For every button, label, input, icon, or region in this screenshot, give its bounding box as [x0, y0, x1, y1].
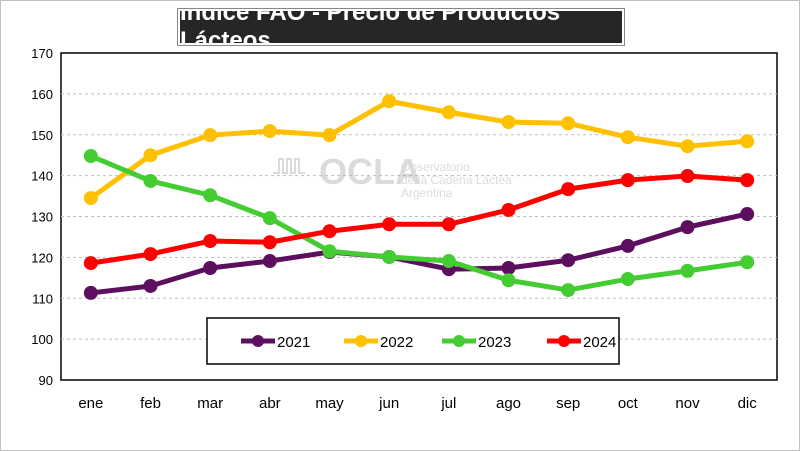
- data-point: [561, 283, 576, 298]
- data-point: [561, 253, 576, 268]
- data-point: [322, 244, 337, 259]
- legend-marker: [355, 335, 367, 347]
- legend-marker: [252, 335, 264, 347]
- data-point: [203, 188, 218, 203]
- data-point: [203, 128, 218, 143]
- data-point: [501, 202, 516, 217]
- data-point: [680, 220, 695, 235]
- watermark-line3: Argentina: [401, 186, 453, 200]
- legend-marker: [558, 335, 570, 347]
- y-tick-label: 100: [31, 332, 53, 347]
- data-point: [83, 285, 98, 300]
- data-point: [203, 261, 218, 276]
- data-point: [680, 169, 695, 184]
- y-tick-label: 150: [31, 128, 53, 143]
- x-tick-label: abr: [259, 395, 281, 412]
- legend-label: 2022: [380, 334, 413, 351]
- data-point: [382, 94, 397, 109]
- y-tick-label: 90: [39, 373, 53, 388]
- data-point: [561, 116, 576, 131]
- data-point: [561, 182, 576, 197]
- data-point: [501, 115, 516, 130]
- watermark-brand: OCLA: [319, 151, 421, 192]
- data-point: [143, 148, 158, 163]
- y-tick-label: 170: [31, 46, 53, 61]
- legend-label: 2023: [478, 334, 511, 351]
- data-point: [262, 235, 277, 250]
- x-tick-label: feb: [140, 395, 161, 412]
- data-point: [680, 139, 695, 154]
- series-2024: [83, 169, 755, 271]
- y-tick-label: 130: [31, 210, 53, 225]
- series-2022: [83, 94, 755, 206]
- watermark-line1: Observatorio: [401, 160, 470, 174]
- data-point: [83, 256, 98, 271]
- data-point: [382, 249, 397, 264]
- y-tick-label: 110: [32, 291, 53, 306]
- data-point: [680, 263, 695, 278]
- wave-logo-icon: [273, 158, 305, 174]
- data-point: [740, 255, 755, 270]
- x-tick-label: sep: [556, 395, 580, 412]
- x-tick-label: oct: [618, 395, 639, 412]
- data-point: [83, 149, 98, 164]
- series-line: [90, 211, 748, 296]
- x-tick-label: ene: [78, 395, 103, 412]
- data-point: [262, 211, 277, 226]
- x-axis: ene feb mar abr may jun jul ago sep oct nov dic: [78, 395, 757, 412]
- series-line: [90, 173, 748, 266]
- data-point: [143, 278, 158, 293]
- data-point: [83, 191, 98, 206]
- series-line: [89, 153, 748, 293]
- data-point: [501, 261, 516, 276]
- series-group: [83, 94, 755, 300]
- data-point: [740, 207, 755, 222]
- data-point: [620, 130, 635, 145]
- legend: 2021 2022 2023 2024: [206, 317, 620, 365]
- x-tick-label: jun: [378, 395, 399, 412]
- ocla-watermark: OCLA Observatorio de la Cadena Láctea Ar…: [273, 151, 512, 200]
- data-point: [441, 105, 456, 120]
- series-2023: [83, 149, 755, 298]
- data-point: [501, 273, 516, 288]
- data-point: [441, 254, 456, 269]
- chart-title: Indice FAO - Precio de Productos Lácteos: [177, 1, 625, 54]
- data-point: [203, 234, 218, 249]
- legend-label: 2021: [277, 334, 310, 351]
- data-point: [262, 124, 277, 139]
- x-tick-label: dic: [738, 395, 758, 412]
- data-point: [620, 173, 635, 188]
- watermark-line2: de la Cadena Láctea: [401, 173, 512, 187]
- data-point: [143, 247, 158, 262]
- x-tick-label: mar: [197, 395, 223, 412]
- data-point: [441, 217, 456, 232]
- data-point: [620, 272, 635, 287]
- x-tick-label: jul: [440, 395, 456, 412]
- x-tick-label: may: [315, 395, 344, 412]
- y-tick-label: 160: [31, 87, 53, 102]
- data-point: [740, 173, 755, 188]
- data-point: [382, 217, 397, 232]
- data-point: [262, 254, 277, 269]
- x-tick-label: ago: [496, 395, 521, 412]
- data-point: [740, 134, 755, 149]
- x-tick-label: nov: [675, 395, 700, 412]
- data-point: [322, 128, 337, 143]
- data-point: [143, 173, 158, 188]
- series-line: [89, 98, 748, 201]
- y-tick-label: 140: [31, 169, 53, 184]
- y-tick-label: 120: [31, 250, 53, 265]
- data-point: [620, 238, 635, 253]
- data-point: [322, 224, 337, 239]
- legend-marker: [453, 335, 465, 347]
- legend-label: 2024: [583, 334, 616, 351]
- y-axis: 90 100 110 120 130 140 150 160 170: [31, 46, 53, 388]
